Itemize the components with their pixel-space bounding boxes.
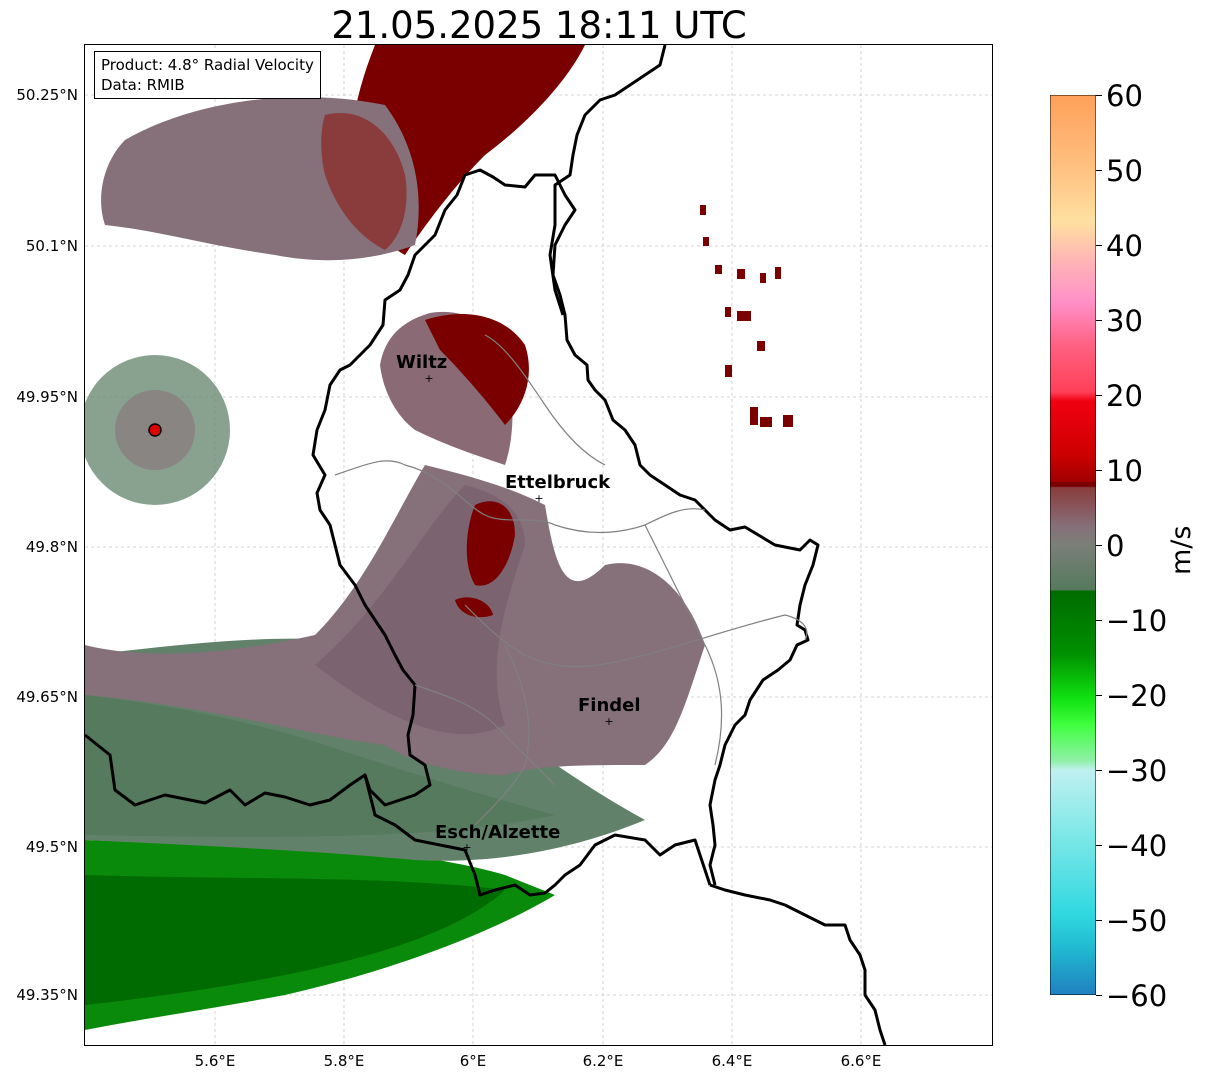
city-label-findel: Findel: [578, 695, 641, 716]
lat-label: 50.25°N: [16, 86, 78, 104]
lon-label: 5.6°E: [194, 1052, 236, 1070]
colorbar-tick: [1096, 995, 1102, 996]
velocity-colorbar: [1050, 95, 1096, 995]
canton-boundaries: [334, 334, 808, 826]
city-label-ettelbruck: Ettelbruck: [505, 472, 611, 493]
city-label-wiltz: Wiltz: [396, 352, 448, 373]
colorbar-tick: [1096, 545, 1102, 546]
colorbar-tick-label: −20: [1106, 679, 1168, 713]
city-label-esch-alzette: Esch/Alzette: [435, 822, 561, 843]
product-label: Product: 4.8° Radial Velocity: [101, 56, 314, 74]
colorbar-tick-label: −30: [1106, 754, 1168, 788]
colorbar-tick: [1096, 845, 1102, 846]
map-title: 21.05.2025 18:11 UTC: [331, 4, 747, 47]
radar-map-svg: + + + +: [85, 45, 992, 1045]
velocity-echoes: [85, 45, 793, 1030]
lat-label: 49.65°N: [16, 688, 78, 706]
colorbar-tick-label: 0: [1106, 529, 1125, 563]
colorbar-tick: [1096, 395, 1102, 396]
colorbar-tick: [1096, 620, 1102, 621]
lon-label: 6.2°E: [582, 1052, 624, 1070]
lon-label: 5.8°E: [323, 1052, 365, 1070]
radar-site-marker: [148, 423, 162, 437]
colorbar-tick-label: −40: [1106, 829, 1168, 863]
data-source-label: Data: RMIB: [101, 76, 185, 94]
colorbar-tick: [1096, 470, 1102, 471]
product-info-box: Product: 4.8° Radial Velocity Data: RMIB: [94, 51, 321, 99]
colorbar-tick: [1096, 770, 1102, 771]
colorbar-tick-label: 20: [1106, 379, 1143, 413]
country-borders: [85, 45, 887, 1045]
colorbar-tick-label: 50: [1106, 154, 1143, 188]
lon-label: 6.6°E: [840, 1052, 882, 1070]
colorbar-tick: [1096, 920, 1102, 921]
colorbar-tick-label: 10: [1106, 454, 1143, 488]
colorbar-tick-label: −60: [1106, 979, 1168, 1013]
colorbar-tick: [1096, 170, 1102, 171]
colorbar-tick-label: −50: [1106, 904, 1168, 938]
lat-label: 49.5°N: [25, 838, 78, 856]
svg-text:+: +: [534, 492, 543, 505]
lon-label: 6.4°E: [711, 1052, 753, 1070]
svg-text:+: +: [462, 841, 471, 854]
svg-text:+: +: [424, 372, 433, 385]
lon-label: 6°E: [459, 1052, 487, 1070]
lat-label: 49.8°N: [25, 538, 78, 556]
colorbar-tick: [1096, 695, 1102, 696]
colorbar-tick: [1096, 95, 1102, 96]
city-markers: + + + +: [424, 372, 613, 854]
colorbar-tick-label: −10: [1106, 604, 1168, 638]
lat-label: 49.95°N: [16, 388, 78, 406]
lat-label: 50.1°N: [25, 237, 78, 255]
colorbar-tick: [1096, 245, 1102, 246]
colorbar-tick-label: 60: [1106, 79, 1143, 113]
radar-map[interactable]: + + + +: [84, 44, 993, 1046]
colorbar-tick-label: 40: [1106, 229, 1143, 263]
colorbar-unit-label: m/s: [1166, 525, 1197, 575]
lat-label: 49.35°N: [16, 986, 78, 1004]
svg-text:+: +: [604, 715, 613, 728]
colorbar-tick-label: 30: [1106, 304, 1143, 338]
colorbar-tick: [1096, 320, 1102, 321]
